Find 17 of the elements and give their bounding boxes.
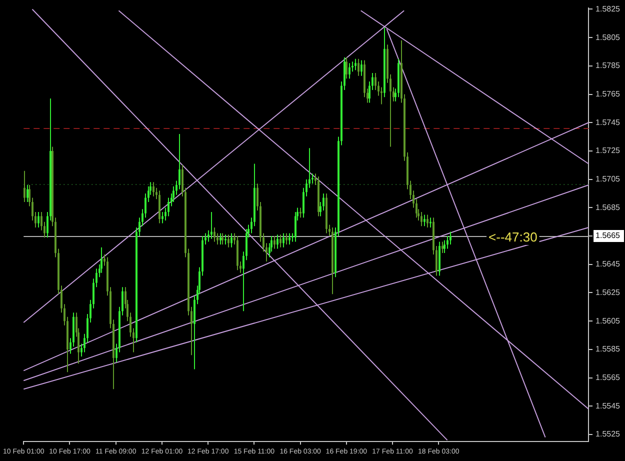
annotation: <--47:30 xyxy=(488,230,538,245)
y-tick-label: 1.5745 xyxy=(596,118,621,127)
y-tick-label: 1.5805 xyxy=(596,32,621,42)
y-tick-label: 1.5665 xyxy=(596,231,621,240)
y-tick-label: 1.5525 xyxy=(596,430,621,439)
y-tick-label: 1.5765 xyxy=(596,89,621,98)
y-tick-label: 1.5585 xyxy=(596,344,621,354)
y-tick-label: 1.5685 xyxy=(596,202,621,212)
y-tick-label: 1.5565 xyxy=(596,373,621,382)
y-tick-label: 1.5705 xyxy=(596,174,621,184)
y-tick-label: 1.5785 xyxy=(596,61,621,70)
y-tick-label: 1.5605 xyxy=(596,316,621,326)
y-tick-label: 1.5725 xyxy=(596,146,621,156)
y-tick-label: 1.5645 xyxy=(596,260,621,269)
y-tick-label: 1.5625 xyxy=(596,288,621,297)
y-tick-label: 1.5545 xyxy=(596,401,621,410)
y-tick-label: 1.5825 xyxy=(596,4,621,14)
